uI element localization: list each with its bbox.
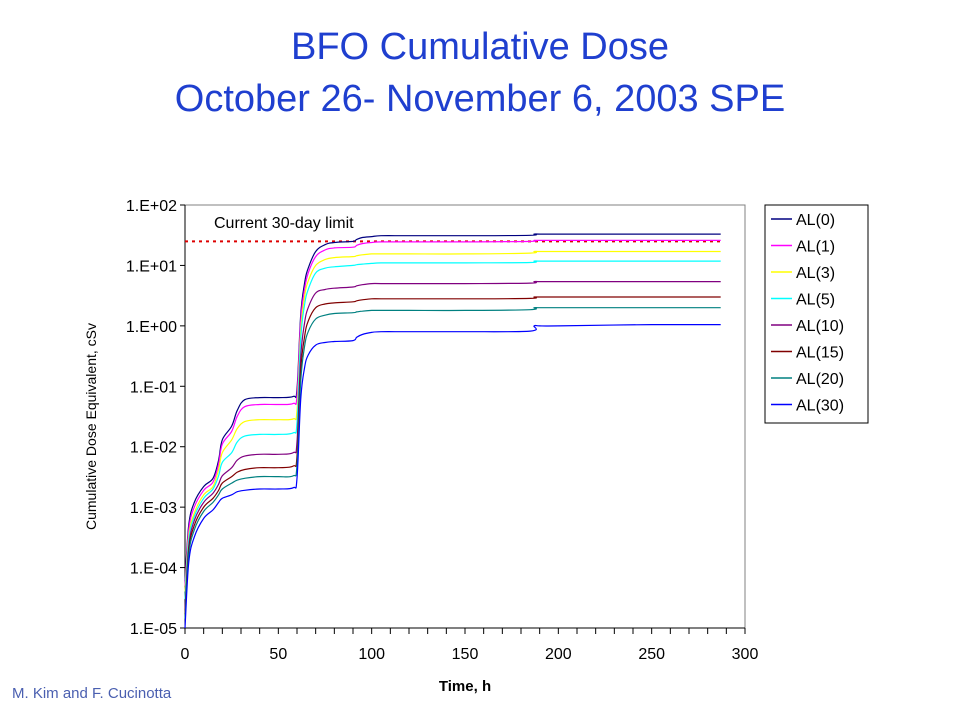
series-line-6 xyxy=(184,306,721,620)
x-tick-label: 200 xyxy=(545,646,572,663)
y-tick-label: 1.E-01 xyxy=(130,379,177,396)
series-line-7 xyxy=(184,323,721,629)
y-tick-label: 1.E-04 xyxy=(130,561,177,578)
legend-label: AL(3) xyxy=(796,265,835,282)
x-tick-label: 50 xyxy=(269,646,287,663)
legend-label: AL(10) xyxy=(796,318,844,335)
y-tick-label: 1.E-02 xyxy=(130,440,177,457)
x-axis-title: Time, h xyxy=(439,678,491,695)
legend-label: AL(30) xyxy=(796,398,844,415)
series-line-1 xyxy=(184,239,721,586)
slide-title-line2: October 26- November 6, 2003 SPE xyxy=(174,78,786,120)
author-credit: M. Kim and F. Cucinotta xyxy=(12,685,172,702)
legend-label: AL(1) xyxy=(796,239,835,256)
series-line-4 xyxy=(184,280,721,610)
legend-label: AL(20) xyxy=(796,371,844,388)
series-line-2 xyxy=(184,250,721,592)
y-axis-title: Cumulative Dose Equivalent, cSv xyxy=(83,323,99,530)
x-tick-label: 0 xyxy=(181,646,190,663)
legend-box xyxy=(764,204,869,424)
series-line-3 xyxy=(184,260,721,600)
y-tick-label: 1.E-05 xyxy=(130,621,177,638)
legend-label: AL(5) xyxy=(796,292,835,309)
legend-label: AL(0) xyxy=(796,212,835,229)
series-line-0 xyxy=(184,233,721,582)
y-tick-label: 1.E+02 xyxy=(126,198,177,215)
legend-label: AL(15) xyxy=(796,345,844,362)
slide-title-line1: BFO Cumulative Dose xyxy=(290,26,669,68)
x-tick-label: 250 xyxy=(638,646,665,663)
x-tick-label: 100 xyxy=(358,646,385,663)
y-tick-label: 1.E+00 xyxy=(126,319,177,336)
x-tick-label: 150 xyxy=(452,646,479,663)
plot-area xyxy=(184,204,746,629)
y-tick-label: 1.E+01 xyxy=(126,258,177,275)
x-tick-label: 300 xyxy=(732,646,759,663)
y-tick-label: 1.E-03 xyxy=(130,500,177,517)
limit-line-label: Current 30-day limit xyxy=(214,215,354,232)
series-line-5 xyxy=(184,296,721,615)
